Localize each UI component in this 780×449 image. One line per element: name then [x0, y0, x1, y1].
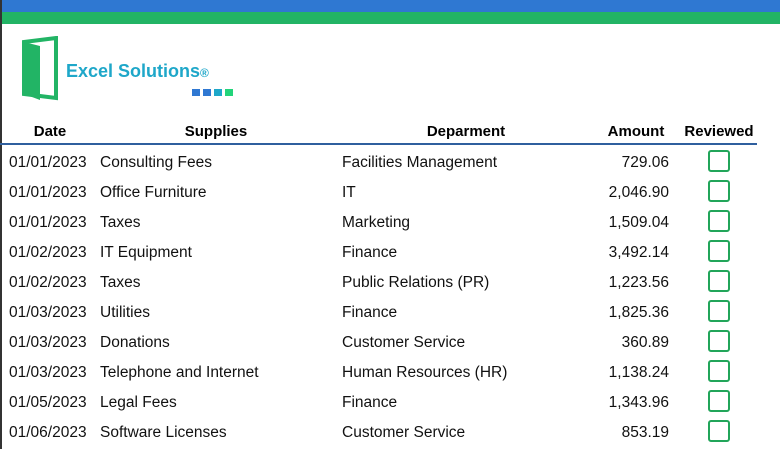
supplies-cell: Donations — [100, 334, 170, 351]
top-blue-bar — [0, 0, 780, 12]
left-edge — [0, 0, 2, 449]
department-cell: Finance — [342, 244, 398, 261]
column-header: Amount — [607, 123, 665, 140]
amount-cell: 729.06 — [621, 154, 669, 171]
date-cell: 01/01/2023 — [9, 154, 87, 171]
reviewed-checkbox[interactable] — [708, 180, 730, 202]
top-green-bar — [0, 12, 780, 24]
logo-square — [225, 89, 233, 96]
department-cell: Human Resources (HR) — [342, 364, 508, 381]
department-cell: IT — [342, 184, 356, 201]
amount-cell: 1,223.56 — [608, 274, 669, 291]
column-header: Reviewed — [684, 123, 754, 140]
reviewed-checkbox[interactable] — [708, 420, 730, 442]
department-cell: Finance — [342, 394, 398, 411]
supplies-cell: Legal Fees — [100, 394, 177, 411]
department-cell: Finance — [342, 304, 398, 321]
reviewed-checkbox[interactable] — [708, 300, 730, 322]
date-cell: 01/03/2023 — [9, 304, 87, 321]
amount-cell: 853.19 — [621, 424, 669, 441]
reviewed-checkbox[interactable] — [708, 360, 730, 382]
amount-cell: 360.89 — [621, 334, 669, 351]
department-cell: Marketing — [342, 214, 411, 231]
amount-cell: 1,138.24 — [608, 364, 669, 381]
department-cell: Public Relations (PR) — [342, 274, 490, 291]
supplies-cell: Software Licenses — [100, 424, 227, 441]
date-cell: 01/03/2023 — [9, 364, 87, 381]
logo-text: Excel Solutions® — [66, 61, 209, 82]
column-header: Deparment — [426, 123, 506, 140]
department-cell: Facilities Management — [342, 154, 498, 171]
supplies-cell: Utilities — [100, 304, 150, 321]
supplies-cell: Taxes — [100, 274, 141, 291]
amount-cell: 1,343.96 — [608, 394, 669, 411]
column-header: Supplies — [184, 123, 248, 140]
department-cell: Customer Service — [342, 334, 466, 351]
reviewed-checkbox[interactable] — [708, 240, 730, 262]
header-underline — [0, 143, 757, 145]
logo-icon — [22, 36, 58, 101]
date-cell: 01/06/2023 — [9, 424, 87, 441]
supplies-cell: Taxes — [100, 214, 141, 231]
date-cell: 01/01/2023 — [9, 214, 87, 231]
reviewed-checkbox[interactable] — [708, 330, 730, 352]
supplies-cell: Office Furniture — [100, 184, 207, 201]
reviewed-checkbox[interactable] — [708, 270, 730, 292]
reviewed-checkbox[interactable] — [708, 210, 730, 232]
date-cell: 01/02/2023 — [9, 274, 87, 291]
logo-square — [214, 89, 222, 96]
supplies-cell: Consulting Fees — [100, 154, 213, 171]
date-cell: 01/02/2023 — [9, 244, 87, 261]
logo-name: Excel Solutions — [66, 61, 201, 81]
date-cell: 01/01/2023 — [9, 184, 87, 201]
amount-cell: 1,509.04 — [608, 214, 669, 231]
amount-cell: 1,825.36 — [608, 304, 669, 321]
logo-mark: ® — [200, 66, 209, 80]
department-cell: Customer Service — [342, 424, 466, 441]
supplies-cell: IT Equipment — [100, 244, 192, 261]
logo-square — [192, 89, 200, 96]
date-cell: 01/03/2023 — [9, 334, 87, 351]
column-header: Date — [33, 123, 67, 140]
amount-cell: 2,046.90 — [608, 184, 669, 201]
logo-square — [203, 89, 211, 96]
date-cell: 01/05/2023 — [9, 394, 87, 411]
amount-cell: 3,492.14 — [608, 244, 669, 261]
reviewed-checkbox[interactable] — [708, 150, 730, 172]
reviewed-checkbox[interactable] — [708, 390, 730, 412]
supplies-cell: Telephone and Internet — [100, 364, 259, 381]
